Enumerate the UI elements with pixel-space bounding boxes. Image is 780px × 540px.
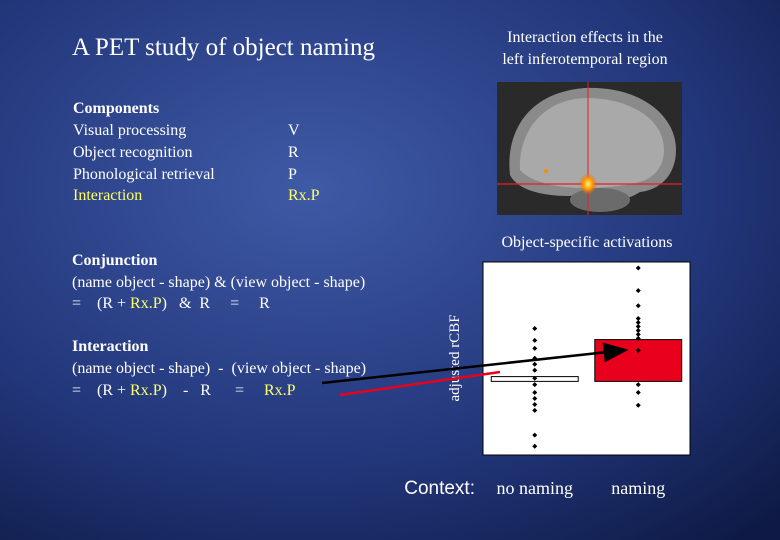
x-tick-label: no naming: [497, 478, 574, 498]
data-point: [635, 323, 641, 329]
conjunction-formula: (name object - shape) & (view object - s…: [72, 274, 365, 291]
data-point: [532, 325, 538, 331]
image-caption: left inferotemporal region: [502, 51, 667, 68]
data-point: [635, 331, 641, 337]
interaction-heading: Interaction: [72, 338, 149, 355]
arrow: [339, 370, 501, 397]
expr-part: = (R +: [72, 295, 130, 312]
data-point: [532, 337, 538, 343]
component-name: Object recognition: [73, 144, 193, 161]
interaction-expression: = (R + Rx.P) - R = Rx.P: [72, 382, 296, 399]
brain-image: [497, 82, 682, 215]
x-tick-label: naming: [611, 478, 665, 498]
data-point: [635, 265, 641, 271]
data-point: [532, 367, 538, 373]
expr-part: Rx.P: [264, 382, 296, 399]
data-point: [635, 288, 641, 294]
slide-title: A PET study of object naming: [72, 34, 375, 61]
expr-part: ) - R =: [162, 382, 264, 399]
expr-part: = (R +: [72, 382, 130, 399]
data-point: [532, 361, 538, 367]
y-axis-label: adjusted rCBF: [447, 314, 463, 401]
component-name: Phonological retrieval: [73, 166, 215, 183]
data-point: [635, 316, 641, 322]
expr-part: Rx.P: [130, 382, 162, 399]
chart-title: Object-specific activations: [501, 234, 672, 251]
component-name: Visual processing: [73, 122, 186, 139]
data-point: [635, 390, 641, 396]
data-point: [532, 375, 538, 381]
component-name: Interaction: [73, 187, 142, 204]
expr-part: ) & R = R: [162, 295, 270, 312]
conjunction-expression: = (R + Rx.P) & R = R: [72, 295, 270, 312]
data-point: [635, 335, 641, 341]
component-code: R: [288, 144, 299, 161]
data-point: [635, 382, 641, 388]
data-point: [635, 402, 641, 408]
component-code: Rx.P: [288, 187, 320, 204]
data-point: [532, 345, 538, 351]
image-caption: Interaction effects in the: [507, 29, 663, 46]
data-point: [532, 407, 538, 413]
conjunction-heading: Conjunction: [72, 252, 157, 269]
data-point: [635, 319, 641, 325]
arrow: [321, 342, 629, 385]
data-point: [532, 390, 538, 396]
data-point: [635, 327, 641, 333]
data-point: [635, 303, 641, 309]
data-point: [635, 347, 641, 353]
data-point: [532, 443, 538, 449]
data-point: [532, 395, 538, 401]
bar: [594, 339, 683, 382]
expr-part: Rx.P: [130, 295, 162, 312]
x-axis-label: Context:: [404, 478, 475, 499]
data-point: [532, 382, 538, 388]
data-point: [532, 401, 538, 407]
data-point: [532, 432, 538, 438]
interaction-formula: (name object - shape) - (view object - s…: [72, 360, 366, 377]
components-heading: Components: [73, 100, 159, 117]
component-code: P: [288, 166, 297, 183]
component-code: V: [288, 122, 300, 139]
